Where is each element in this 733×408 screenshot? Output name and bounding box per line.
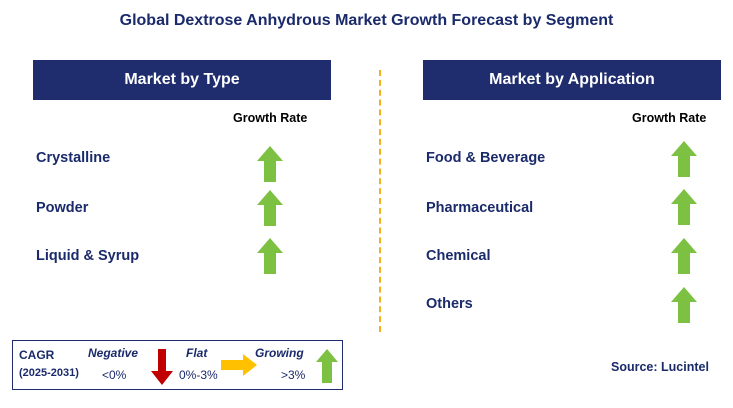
source-note: Source: Lucintel (611, 360, 709, 374)
page-title: Global Dextrose Anhydrous Market Growth … (119, 12, 614, 29)
growing-arrow-icon (671, 287, 697, 323)
type-item-powder: Powder (36, 200, 89, 216)
application-panel-header: Market by Application (423, 60, 721, 100)
application-panel-header-label: Market by Application (489, 71, 655, 88)
legend-period: (2025-2031) (19, 367, 79, 379)
type-item-crystalline: Crystalline (36, 150, 111, 166)
growing-arrow-icon (257, 238, 283, 274)
type-growth-rate-label: Growth Rate (233, 111, 308, 125)
type-item-liquid-syrup: Liquid & Syrup (36, 248, 140, 264)
growing-arrow-icon (257, 190, 283, 226)
growing-arrow-icon (671, 238, 697, 274)
legend-flat-label: Flat (186, 346, 208, 360)
legend-negative-label: Negative (88, 346, 139, 360)
flat-arrow-icon (221, 354, 257, 376)
application-item-chemical: Chemical (426, 248, 491, 264)
legend-flat-range: 0%-3% (179, 368, 218, 382)
legend-cagr-label: CAGR (19, 348, 55, 362)
legend-growing-label: Growing (255, 346, 304, 360)
type-panel-header: Market by Type (33, 60, 331, 100)
type-panel-header-label: Market by Type (124, 71, 240, 88)
application-item-others: Others (426, 296, 473, 312)
growing-arrow-icon (671, 141, 697, 177)
growing-arrow-icon (671, 189, 697, 225)
application-growth-rate-label: Growth Rate (632, 111, 707, 125)
application-item-pharmaceutical: Pharmaceutical (426, 200, 534, 216)
growing-arrow-icon (316, 349, 338, 383)
panel-divider (379, 70, 381, 332)
legend-negative-range: <0% (102, 368, 127, 382)
application-item-food-beverage: Food & Beverage (426, 150, 546, 166)
negative-arrow-icon (151, 349, 173, 385)
growing-arrow-icon (257, 146, 283, 182)
legend-growing-range: >3% (281, 368, 306, 382)
cagr-legend: CAGR (2025-2031) Negative <0% Flat 0%-3%… (12, 340, 343, 390)
